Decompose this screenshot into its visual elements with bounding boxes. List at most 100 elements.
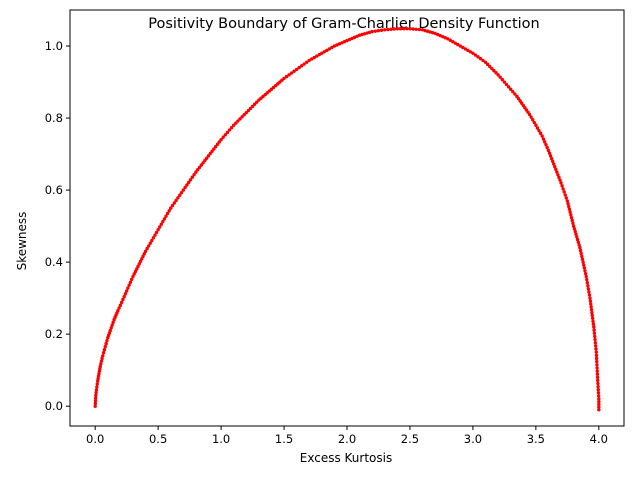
data-point <box>535 126 540 130</box>
data-point <box>146 244 151 248</box>
data-point <box>567 207 572 211</box>
data-point <box>585 277 589 282</box>
data-point <box>250 104 255 109</box>
data-point <box>529 115 533 119</box>
data-point <box>552 162 556 166</box>
data-point <box>548 154 553 158</box>
data-point <box>508 87 513 91</box>
data-point <box>576 240 581 245</box>
data-point <box>550 159 555 163</box>
data-point <box>299 64 304 68</box>
data-point <box>376 29 381 33</box>
data-point <box>111 320 115 325</box>
x-axis-ticks: 0.0 0.5 1.0 1.5 2.0 2.5 3.0 3.5 4.0 <box>86 426 608 446</box>
data-point <box>137 262 141 266</box>
data-point <box>305 60 309 64</box>
data-point <box>564 196 568 200</box>
data-point <box>94 393 98 398</box>
data-point <box>555 170 559 174</box>
axes-frame <box>69 9 625 427</box>
data-point <box>255 100 259 104</box>
data-point <box>571 224 576 228</box>
data-point <box>126 286 130 290</box>
data-point <box>194 170 198 174</box>
data-point <box>544 143 548 147</box>
data-point <box>547 151 552 155</box>
data-point <box>105 339 109 343</box>
data-point <box>240 115 244 119</box>
data-point <box>170 203 175 208</box>
data-point <box>148 241 152 245</box>
data-point <box>595 366 599 370</box>
data-point <box>93 404 97 408</box>
data-point <box>174 198 178 203</box>
data-point <box>210 149 214 153</box>
data-point <box>190 175 195 179</box>
data-point <box>532 120 536 125</box>
data-point <box>122 295 126 299</box>
data-point <box>417 27 422 32</box>
data-point <box>128 280 133 284</box>
data-point <box>582 263 586 267</box>
data-point <box>196 168 200 172</box>
data-point <box>500 77 504 82</box>
data-point <box>596 391 601 395</box>
data-point <box>99 362 103 366</box>
data-point <box>213 144 218 149</box>
data-point <box>596 378 600 383</box>
data-point <box>579 251 583 256</box>
x-tick-label: 3.0 <box>464 432 482 446</box>
data-point <box>546 148 551 153</box>
data-point <box>473 53 478 57</box>
data-point <box>593 341 598 345</box>
data-point <box>297 65 301 70</box>
data-point <box>563 193 567 197</box>
data-point <box>558 178 562 182</box>
data-point <box>560 184 564 188</box>
data-point <box>212 147 216 151</box>
data-point <box>315 54 319 58</box>
data-point <box>183 185 187 190</box>
data-point <box>225 130 230 135</box>
data-point <box>596 384 600 389</box>
data-point <box>592 328 596 332</box>
data-point <box>541 137 546 141</box>
data-point <box>101 354 105 358</box>
data-point <box>185 183 189 187</box>
data-point <box>586 284 590 288</box>
data-point <box>456 42 460 47</box>
data-point <box>156 228 160 232</box>
data-point <box>292 69 296 73</box>
y-tick-label: 0.8 <box>45 111 63 125</box>
data-point <box>511 89 515 94</box>
data-point <box>101 351 106 355</box>
data-point <box>504 82 509 87</box>
data-point <box>206 154 211 158</box>
data-point <box>142 252 146 256</box>
data-point <box>162 217 167 221</box>
data-point <box>203 158 207 163</box>
x-axis-label: Excess Kurtosis <box>300 451 392 465</box>
data-point <box>370 29 374 34</box>
data-point <box>556 173 560 177</box>
y-tick-label: 0.2 <box>45 327 63 341</box>
data-point <box>492 68 496 73</box>
data-point <box>578 248 583 253</box>
data-point <box>405 27 409 31</box>
data-point <box>215 142 220 146</box>
data-point <box>223 133 227 137</box>
data-point <box>94 388 99 392</box>
data-point <box>179 190 184 195</box>
data-point <box>570 218 574 223</box>
data-point <box>591 319 595 323</box>
data-point <box>453 41 457 45</box>
data-point <box>573 229 577 234</box>
data-points <box>93 27 601 412</box>
data-point <box>458 44 463 48</box>
data-point <box>594 356 599 361</box>
data-point <box>322 50 327 54</box>
data-point <box>566 201 570 206</box>
data-point <box>236 119 240 123</box>
data-point <box>542 140 547 144</box>
data-point <box>93 401 98 406</box>
